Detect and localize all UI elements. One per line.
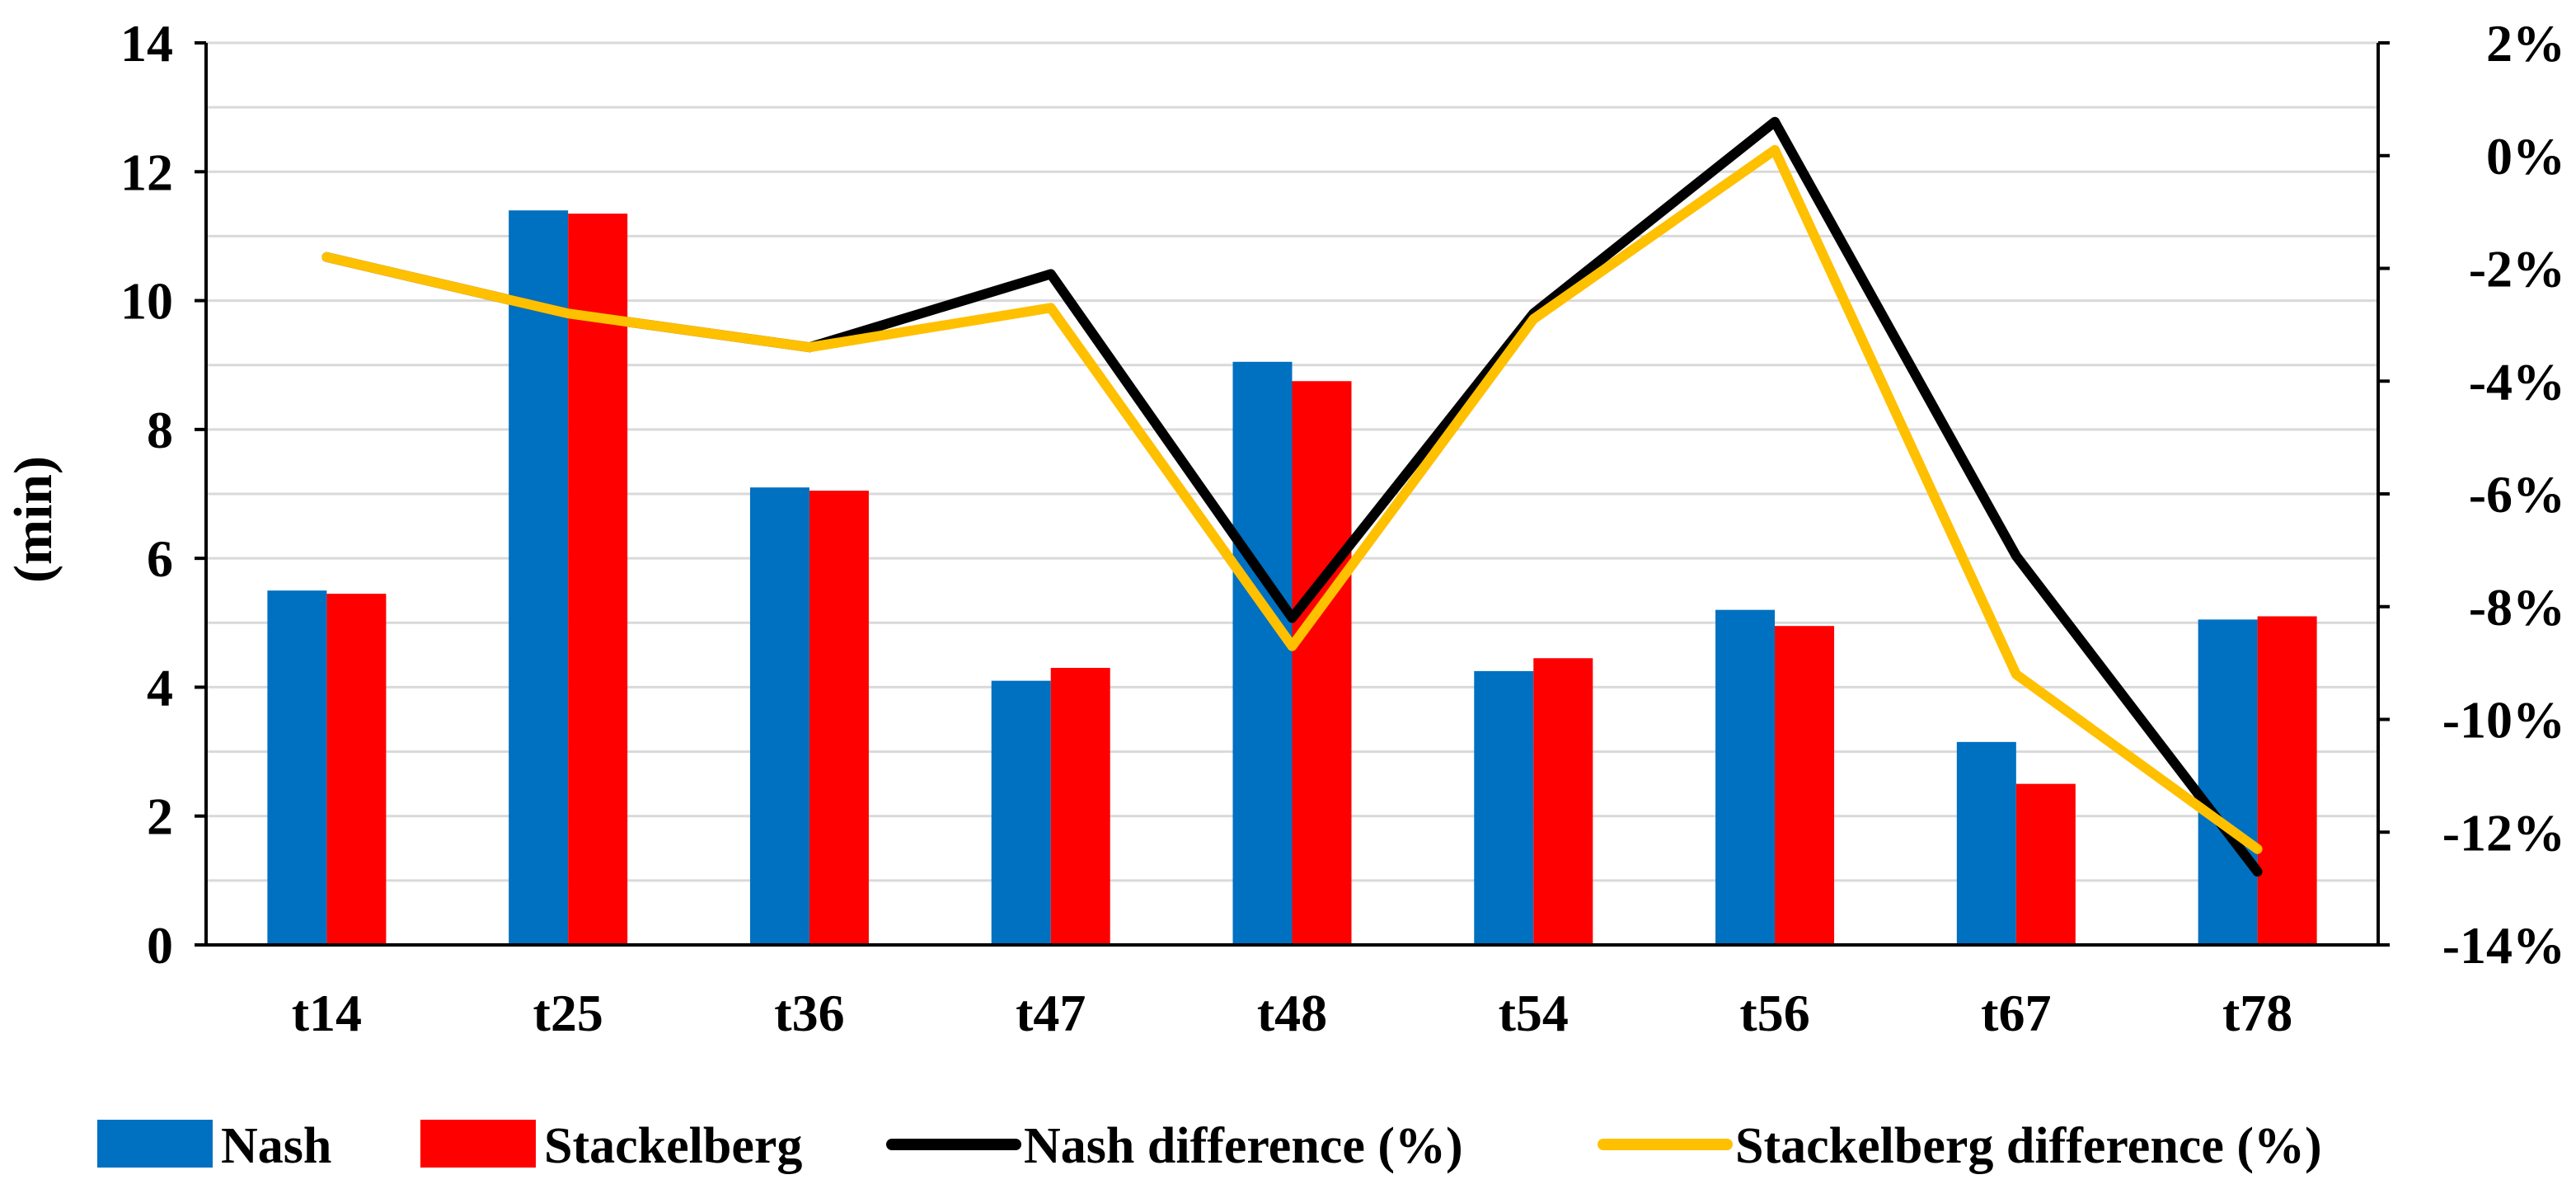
- left-tick-label: 2: [147, 787, 173, 846]
- left-tick-label: 12: [120, 143, 173, 201]
- category-label: t78: [2222, 984, 2292, 1042]
- legend: Nash Stackelberg Nash difference (%) Stacke…: [97, 1118, 2322, 1174]
- bar-stackelberg-t67: [2015, 783, 2076, 945]
- bar-stackelberg-t47: [1050, 667, 1110, 945]
- category-label: t56: [1739, 984, 1809, 1042]
- legend-stackelberg-swatch: [420, 1120, 536, 1168]
- bar-nash-t54: [1474, 670, 1534, 945]
- left-tick-label: 14: [120, 14, 173, 73]
- bar-nash-t67: [1956, 741, 2016, 945]
- bar-stackelberg-t56: [1775, 626, 1835, 945]
- bar-stackelberg-t25: [568, 214, 628, 945]
- category-label: t36: [774, 984, 844, 1042]
- right-tick-label: -14%: [2442, 916, 2565, 975]
- bar-stackelberg-t48: [1292, 381, 1352, 945]
- category-label: t25: [533, 984, 603, 1042]
- left-tick-label: 0: [147, 916, 173, 975]
- legend-nash-swatch: [97, 1120, 213, 1168]
- category-label: t48: [1257, 984, 1327, 1042]
- category-axis-ticks: t14 t25 t36 t47 t48 t54 t56 t67 t78: [292, 984, 2293, 1042]
- right-tick-label: 0%: [2486, 127, 2565, 186]
- left-tick-label: 8: [147, 401, 173, 459]
- bar-nash-t14: [267, 590, 327, 945]
- left-tick-label: 4: [147, 658, 173, 717]
- right-tick-label: -8%: [2469, 578, 2565, 637]
- legend-stackelberg-difference--label: Stackelberg difference (%): [1735, 1118, 2322, 1174]
- bar-stackelberg-t36: [809, 491, 869, 945]
- right-tick-label: -6%: [2469, 465, 2565, 524]
- bar-nash-t25: [509, 210, 569, 945]
- y-axis-label: (min): [3, 456, 63, 583]
- right-axis-ticks: -14% -12% -10% -8% -6% -4% -2% 0% 2%: [2378, 14, 2565, 975]
- category-label: t67: [1981, 984, 2051, 1042]
- line-stackelberg-difference-: [321, 144, 2263, 854]
- right-tick-label: 2%: [2486, 14, 2565, 73]
- bar-stackelberg-t14: [326, 594, 387, 945]
- category-label: t54: [1499, 984, 1569, 1042]
- left-tick-label: 10: [120, 272, 173, 331]
- bar-stackelberg-t78: [2257, 616, 2317, 945]
- legend-stackelberg-label: Stackelberg: [544, 1118, 802, 1174]
- bar-nash-t36: [749, 487, 809, 945]
- legend-nash-difference--label: Nash difference (%): [1024, 1118, 1463, 1174]
- right-tick-label: -4%: [2469, 352, 2565, 411]
- left-axis-ticks: 0 2 4 6 8 10 12 14: [120, 14, 206, 975]
- bar-group: [267, 210, 2317, 945]
- bar-nash-t78: [2198, 619, 2258, 945]
- bar-stackelberg-t54: [1533, 658, 1593, 945]
- bar-nash-t56: [1715, 609, 1776, 945]
- right-tick-label: -10%: [2442, 691, 2565, 750]
- line-group: [321, 116, 2263, 877]
- right-tick-label: -12%: [2442, 803, 2565, 862]
- bar-nash-t47: [991, 680, 1051, 945]
- bar-nash-t48: [1232, 361, 1293, 945]
- category-label: t47: [1016, 984, 1086, 1042]
- legend-nash-label: Nash: [221, 1118, 331, 1174]
- category-label: t14: [292, 984, 362, 1042]
- right-tick-label: -2%: [2469, 240, 2565, 298]
- left-tick-label: 6: [147, 529, 173, 588]
